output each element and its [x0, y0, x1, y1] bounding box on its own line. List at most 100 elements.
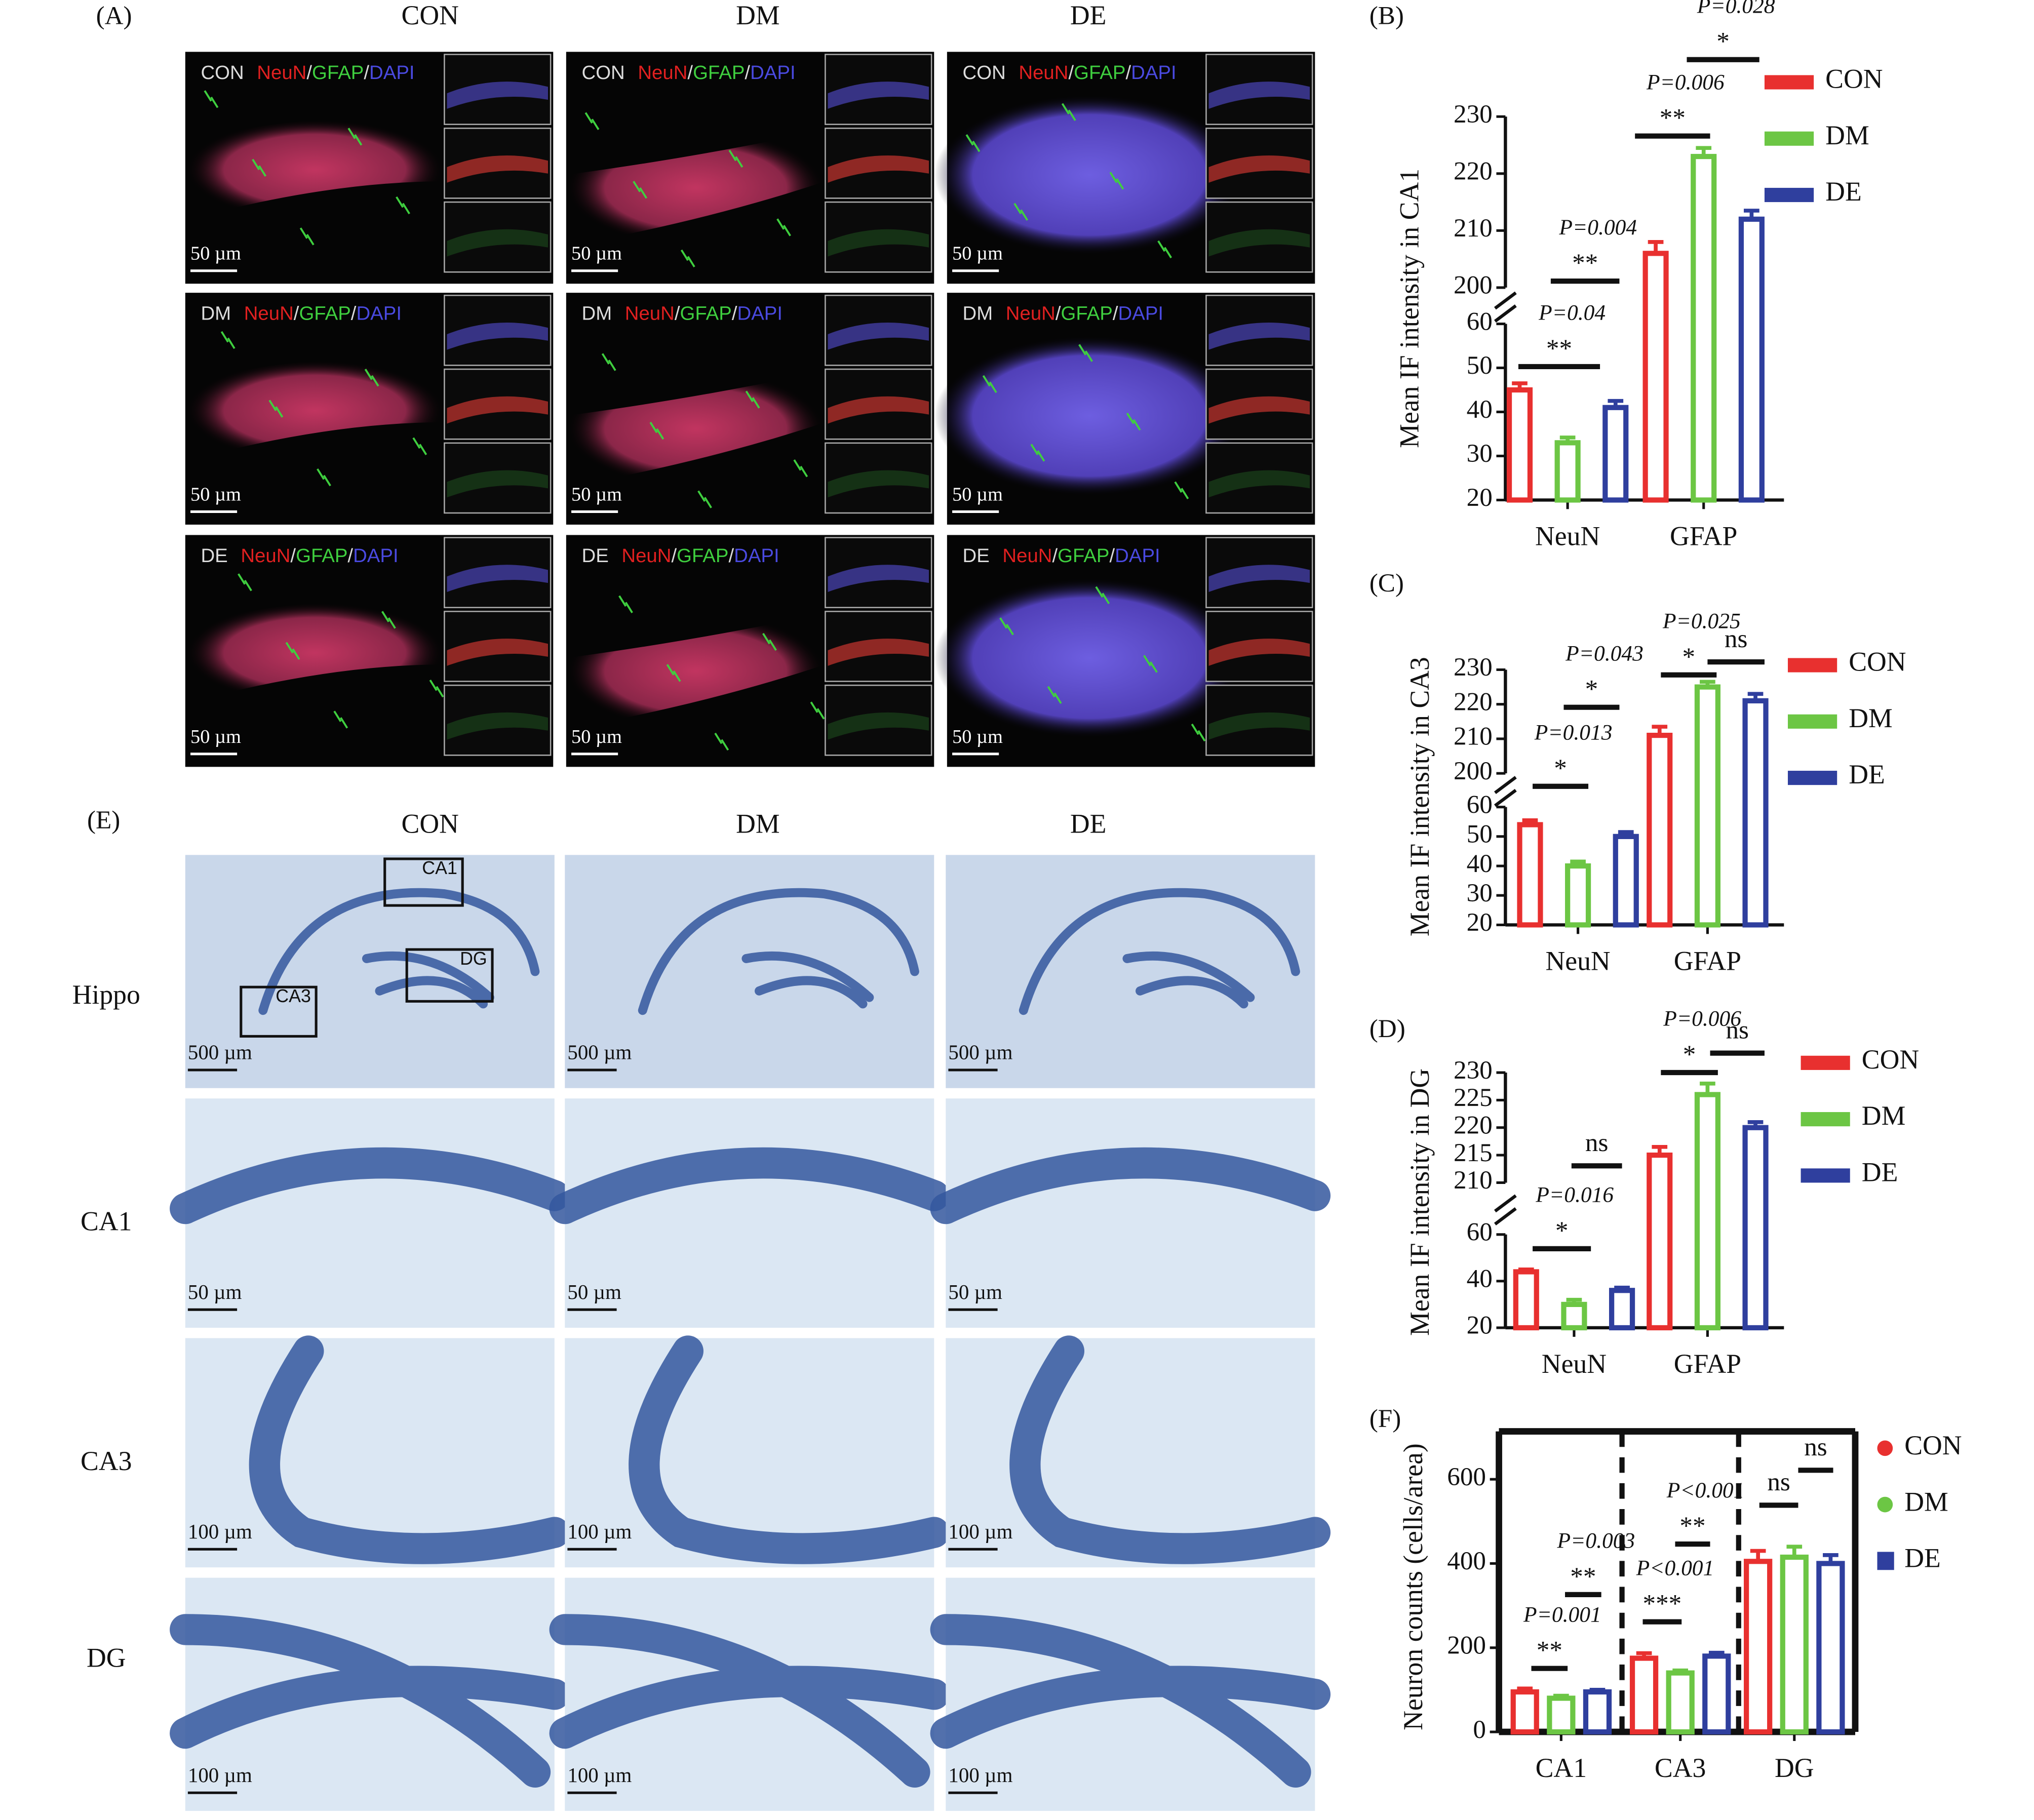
- micrograph: [185, 1098, 555, 1328]
- y-tick-label: 200: [1454, 757, 1493, 785]
- inset-signal: [828, 396, 929, 424]
- inset-signal: [828, 470, 929, 498]
- y-tick-label: 400: [1447, 1547, 1486, 1575]
- error-bar: [1518, 1267, 1534, 1272]
- bar: [1742, 698, 1769, 928]
- row-label: Hippo: [72, 979, 140, 1010]
- x-tick-label: GFAP: [1674, 1349, 1741, 1379]
- stain-sep: /: [1055, 303, 1061, 325]
- tissue: [934, 335, 1245, 496]
- astrocyte: [666, 664, 675, 676]
- legend-label: CON: [1849, 647, 1906, 677]
- legend-label: DM: [1904, 1486, 1948, 1517]
- y-tick-label: 0: [1473, 1715, 1486, 1744]
- axis-break: [1494, 304, 1517, 323]
- inset-signal: [447, 712, 549, 740]
- error-bar: [1652, 725, 1668, 736]
- stain-sep: /: [671, 545, 677, 567]
- astrocyte: [227, 337, 236, 349]
- cell-layer: [629, 1335, 950, 1564]
- stain-sep: /: [294, 303, 299, 325]
- scale-label: 50 µm: [567, 1281, 621, 1303]
- cell-layer: [930, 1614, 1331, 1788]
- inset: [444, 201, 552, 273]
- astrocyte: [364, 369, 373, 380]
- astrocyte: [816, 708, 825, 720]
- cell-layer: [549, 1147, 950, 1224]
- y-tick-label: 20: [1467, 483, 1493, 512]
- y-axis-title: Mean IF intensity in CA3: [1404, 657, 1435, 936]
- micrograph: [946, 1098, 1315, 1328]
- legend-marker: [1877, 1552, 1894, 1570]
- error-bar: [1522, 818, 1538, 825]
- stain-gfap: GFAP: [1074, 62, 1125, 84]
- error-bar: [1708, 1650, 1725, 1656]
- significance-mark: *: [1585, 675, 1598, 704]
- cell-layer: [258, 888, 540, 1015]
- stain-label: DM NeuN/GFAP/DAPI: [963, 303, 1164, 325]
- stain-label: DM NeuN/GFAP/DAPI: [201, 303, 402, 325]
- legend-swatch: [1764, 187, 1814, 203]
- inset-signal: [828, 229, 929, 257]
- legend-swatch: [1787, 658, 1837, 672]
- error-bar: [1744, 209, 1759, 219]
- inset-signal: [1208, 322, 1310, 350]
- astrocyte: [317, 468, 325, 480]
- scale-label: 50 µm: [571, 243, 622, 264]
- astrocyte: [292, 648, 300, 660]
- inset-signal: [447, 470, 549, 498]
- astrocyte: [1084, 350, 1093, 362]
- astrocyte: [275, 406, 284, 418]
- p-value: P=0.004: [1558, 215, 1637, 240]
- inset-signal: [828, 82, 929, 109]
- stain-sep: /: [347, 545, 353, 567]
- astrocyte: [1109, 172, 1118, 183]
- group-label: DM: [201, 303, 231, 325]
- group-label: CON: [582, 62, 625, 84]
- stain-sep: /: [728, 545, 734, 567]
- astrocyte: [210, 96, 219, 108]
- stain-sep: /: [351, 303, 357, 325]
- inset-signal: [447, 82, 549, 109]
- panel-label: (C): [1370, 569, 1404, 598]
- astrocyte: [752, 397, 760, 409]
- inset: [444, 442, 552, 514]
- astrocyte: [1095, 586, 1104, 598]
- astrocyte: [371, 375, 379, 387]
- astrocyte: [258, 165, 267, 177]
- error-bar: [1589, 1688, 1606, 1692]
- p-value: P=0.006: [1663, 1007, 1741, 1031]
- astrocyte: [999, 617, 1008, 629]
- bar: [1642, 251, 1669, 503]
- inset-signal: [828, 565, 929, 592]
- legend-label: DE: [1904, 1543, 1941, 1573]
- axis-break: [1494, 776, 1517, 795]
- bar: [1780, 1554, 1809, 1735]
- astrocyte: [381, 611, 390, 622]
- astrocyte: [306, 234, 315, 246]
- astrocyte: [419, 444, 427, 455]
- astrocyte: [584, 112, 593, 124]
- astrocyte: [972, 140, 981, 152]
- error-bar: [1512, 381, 1528, 390]
- astrocyte: [323, 474, 331, 487]
- tissue: [566, 370, 826, 487]
- bar: [1694, 684, 1720, 928]
- astrocyte: [1191, 723, 1199, 735]
- stain-neun: NeuN: [1019, 62, 1068, 84]
- astrocyte: [1061, 103, 1070, 115]
- astrocyte: [340, 717, 348, 729]
- inset-signal: [828, 322, 929, 350]
- astrocyte: [1053, 692, 1062, 704]
- group-label: DM: [582, 303, 612, 325]
- astrocyte: [656, 428, 664, 440]
- inset: [825, 684, 932, 756]
- y-tick-label: 30: [1467, 439, 1493, 468]
- p-value: P=0.013: [1534, 720, 1613, 744]
- bar: [1554, 440, 1581, 503]
- stain-sep: /: [364, 62, 369, 84]
- x-tick-label: NeuN: [1545, 945, 1610, 976]
- astrocyte: [387, 617, 396, 629]
- y-tick-label: 20: [1467, 1311, 1493, 1340]
- bar: [1694, 1092, 1720, 1331]
